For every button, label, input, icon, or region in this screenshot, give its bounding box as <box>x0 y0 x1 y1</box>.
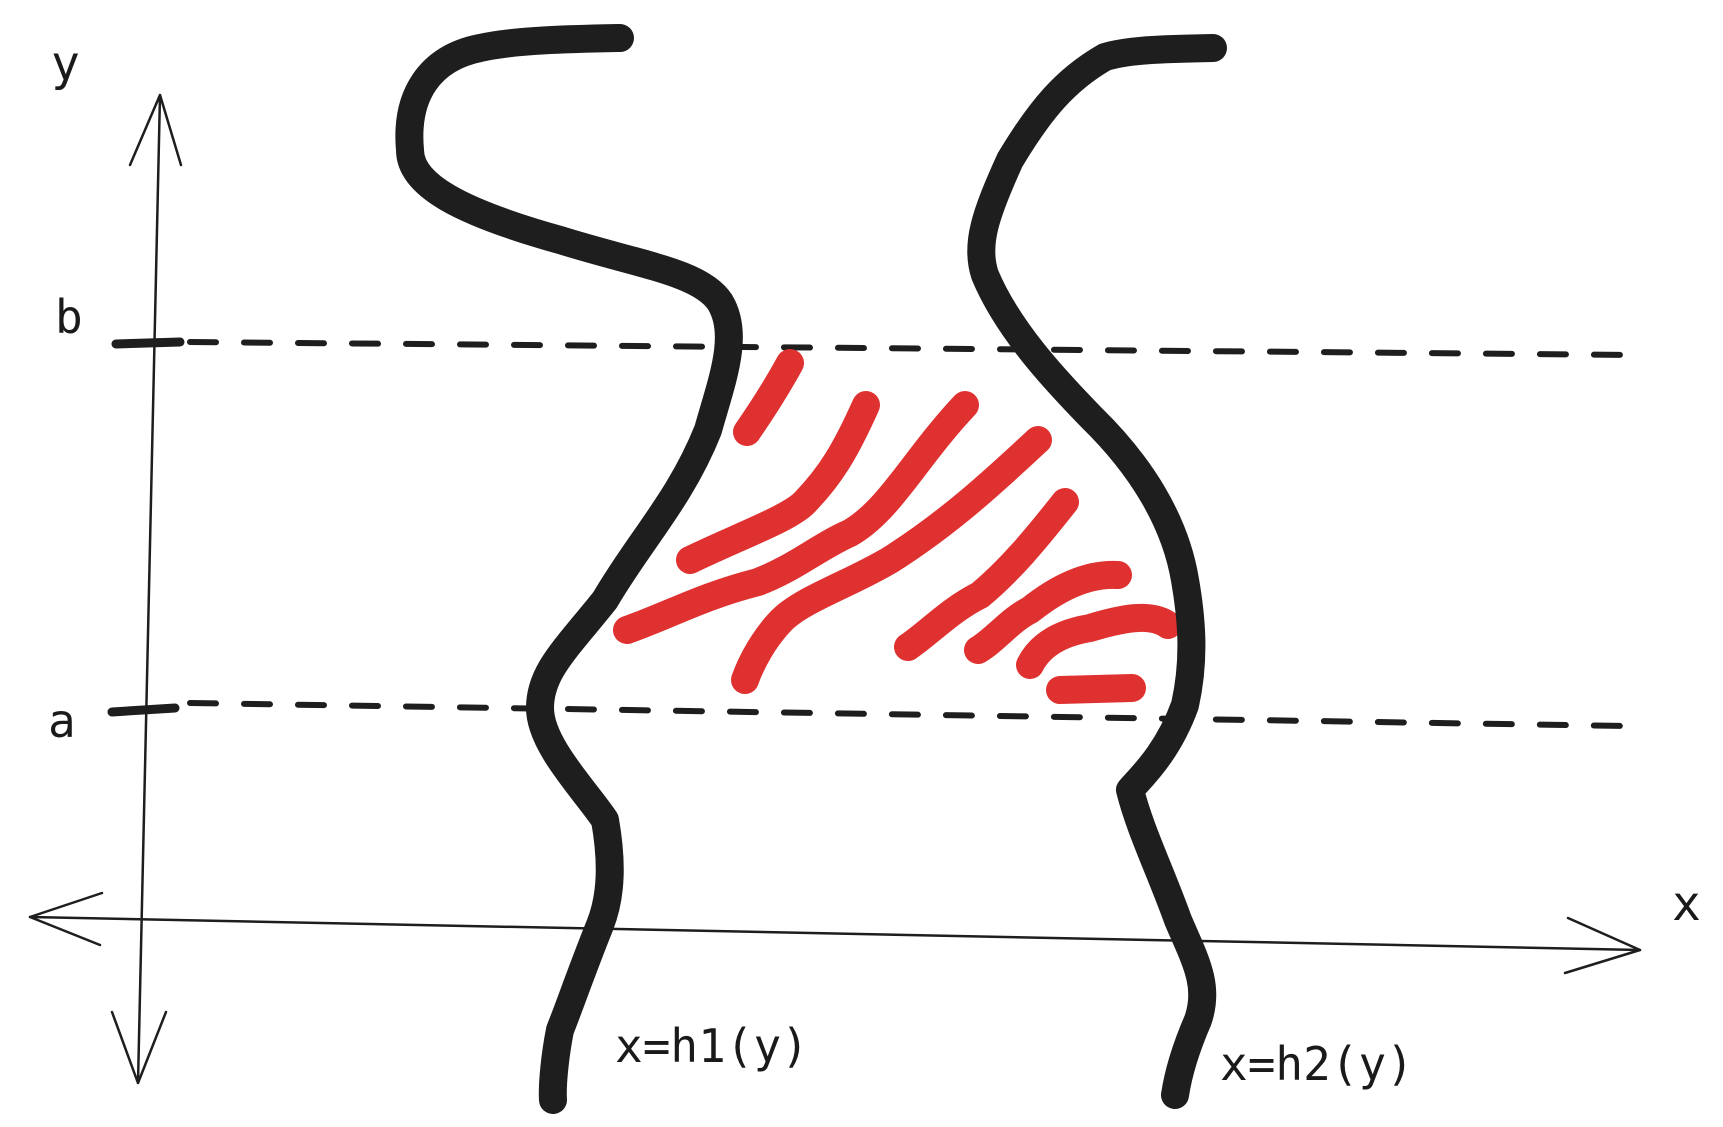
x-axis-line <box>28 915 1642 952</box>
y-axis-label: y <box>51 36 80 92</box>
tick-mark-a <box>107 703 180 717</box>
dashed-line-b <box>187 339 1643 358</box>
hatch-stroke <box>894 488 1079 661</box>
hatch-stroke <box>733 349 804 446</box>
curve-label-h2: x=h2(y) <box>1220 1037 1414 1091</box>
curve-h1 <box>395 24 743 1114</box>
y-axis-line <box>136 93 162 1085</box>
dashed-line-a <box>187 700 1628 729</box>
y-axis <box>110 93 183 1085</box>
hatch-stroke <box>613 391 979 644</box>
y-axis-bottom-arrowhead <box>110 1010 168 1085</box>
y-axis-top-arrowhead <box>128 93 183 167</box>
shaded-region <box>613 349 1182 704</box>
hatch-stroke <box>1046 674 1146 704</box>
hatch-stroke <box>1016 603 1182 679</box>
x-axis-right-arrowhead <box>1563 916 1642 975</box>
x-axis-left-arrowhead <box>28 891 104 947</box>
tick-label-a: a <box>48 694 76 748</box>
x-axis-label: x <box>1672 876 1701 932</box>
hatch-stroke <box>676 391 880 574</box>
tick-label-b: b <box>55 290 83 344</box>
curve-h2 <box>967 34 1227 1109</box>
bound-lines <box>107 337 1643 729</box>
hatch-stroke <box>964 560 1132 664</box>
tick-mark-b <box>111 337 185 349</box>
curve-label-h1: x=h1(y) <box>615 1019 809 1073</box>
hatch-stroke <box>731 426 1052 694</box>
x-axis <box>28 891 1642 975</box>
boundary-curves <box>395 24 1227 1114</box>
